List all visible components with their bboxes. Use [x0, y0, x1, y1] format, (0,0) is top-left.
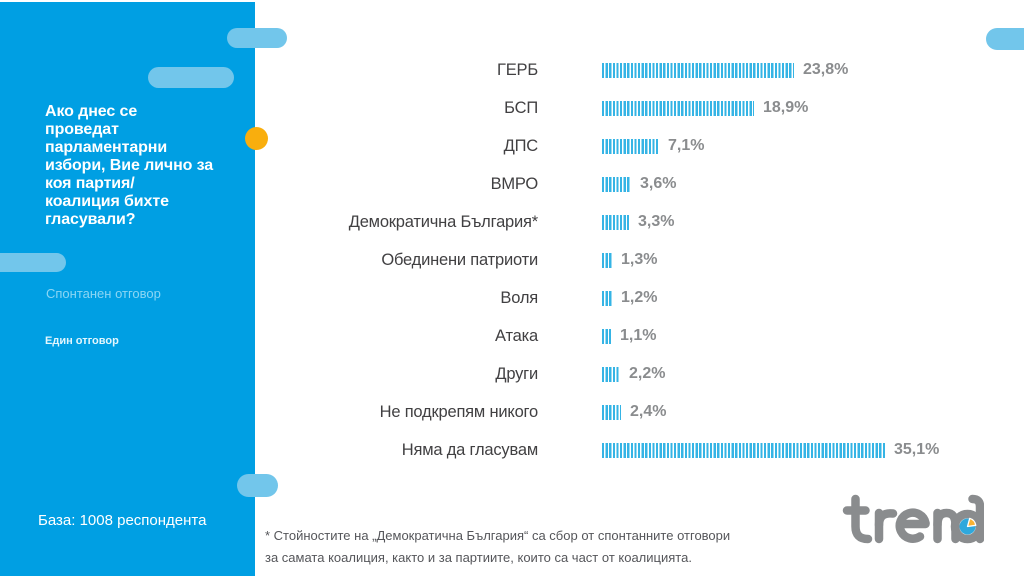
trend-logo [842, 494, 984, 544]
category-label: ДПС [503, 137, 539, 155]
footnote-line: за самата коалиция, както и за партиите,… [265, 549, 692, 565]
category-label: Атака [495, 327, 538, 345]
striped-bar [602, 215, 629, 230]
striped-bar [602, 63, 794, 78]
striped-bar [602, 177, 631, 192]
chart-row: ВМРО 3,6% [300, 165, 1024, 203]
category-label: Други [495, 365, 538, 383]
decor-pill [237, 474, 278, 497]
answer-type-label: Спонтанен отговор [46, 286, 161, 301]
value-label: 18,9% [763, 99, 809, 116]
decor-pill [148, 67, 234, 88]
decor-pill [0, 253, 66, 272]
striped-bar [602, 405, 621, 420]
survey-question-line: избори, Вие лично за [45, 157, 214, 174]
value-label: 23,8% [803, 61, 849, 78]
survey-question-line: Ако днес се [45, 103, 138, 120]
category-label: Воля [500, 289, 538, 307]
category-label: Няма да гласувам [401, 441, 538, 459]
striped-bar [602, 253, 612, 268]
chart-row: Атака 1,1% [300, 317, 1024, 355]
value-label: 35,1% [894, 441, 940, 458]
decor-yellow-dot [245, 127, 268, 150]
answer-count-label: Един отговор [45, 335, 119, 347]
striped-bar [602, 367, 620, 382]
chart-row: Няма да гласувам 35,1% [300, 431, 1024, 469]
category-label: Не подкрепям никого [379, 403, 539, 421]
value-label: 1,2% [621, 289, 658, 306]
category-label: ГЕРБ [497, 61, 538, 79]
decor-pill [986, 28, 1024, 50]
chart-row: Други 2,2% [300, 355, 1024, 393]
decor-pill [227, 28, 287, 48]
trend-logo-letters [842, 494, 984, 544]
survey-question-line: коя партия/ [45, 175, 135, 192]
survey-question-line: коалиция бихте [45, 193, 169, 210]
sidebar-panel: Ако днес се проведат парламентарни избор… [0, 2, 255, 576]
category-label: Демократична България* [348, 213, 538, 231]
striped-bar [602, 329, 611, 344]
value-label: 3,6% [640, 175, 677, 192]
value-label: 7,1% [668, 137, 705, 154]
striped-bar [602, 139, 659, 154]
category-label: БСП [504, 99, 538, 117]
category-label: ВМРО [490, 175, 539, 193]
chart-row: БСП 18,9% [300, 89, 1024, 127]
chart-row: ДПС 7,1% [300, 127, 1024, 165]
footnote-line: * Стойностите на „Демократична България“… [265, 528, 731, 543]
survey-question: Ако днес се проведат парламентарни избор… [45, 103, 240, 229]
chart-row: Обединени патриоти 1,3% [300, 241, 1024, 279]
chart-row: Воля 1,2% [300, 279, 1024, 317]
footnote: * Стойностите на „Демократична България“… [265, 525, 730, 568]
value-label: 1,3% [621, 251, 658, 268]
survey-question-line: гласували? [45, 211, 136, 228]
chart-row: Демократична България* 3,3% [300, 203, 1024, 241]
chart-row: ГЕРБ 23,8% [300, 51, 1024, 89]
category-label: Обединени патриоти [381, 251, 538, 269]
striped-bar [602, 291, 612, 306]
trend-logo-pie-icon [959, 517, 977, 535]
value-label: 2,4% [630, 403, 667, 420]
value-label: 2,2% [629, 365, 666, 382]
survey-question-line: парламентарни [45, 139, 168, 156]
survey-question-line: проведат [45, 121, 119, 138]
striped-bar [602, 443, 885, 458]
striped-bar [602, 101, 754, 116]
value-label: 1,1% [620, 327, 657, 344]
chart-row: Не подкрепям никого 2,4% [300, 393, 1024, 431]
sample-base-label: База: 1008 респондента [38, 512, 207, 529]
value-label: 3,3% [638, 213, 675, 230]
